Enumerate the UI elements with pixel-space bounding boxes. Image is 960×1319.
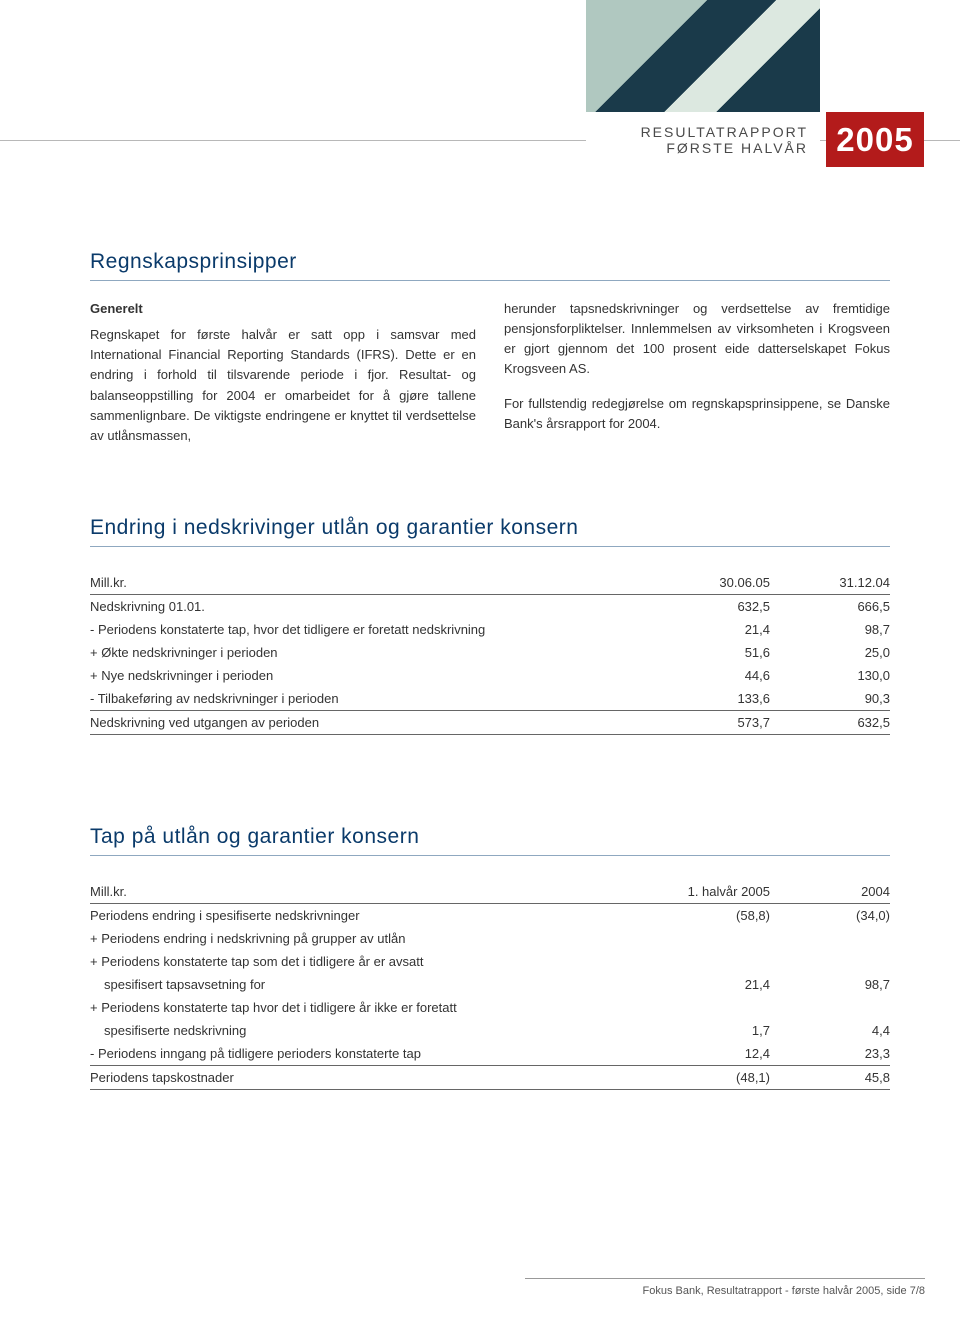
- table2-row-label: + Periodens konstaterte tap hvor det i t…: [90, 996, 650, 1019]
- table2-row-val2: (34,0): [770, 903, 890, 927]
- right-paragraph-2: For fullstendig redegjørelse om regnskap…: [504, 394, 890, 434]
- table1-total-val2: 632,5: [770, 710, 890, 734]
- table2-row-val2: [770, 927, 890, 950]
- table2-title: Tap på utlån og garantier konsern: [90, 825, 890, 856]
- page-footer: Fokus Bank, Resultatrapport - første hal…: [525, 1278, 925, 1297]
- table1-row-val1: 51,6: [650, 641, 770, 664]
- header-photo: [586, 0, 820, 112]
- table2-row-label: Periodens endring i spesifiserte nedskri…: [90, 903, 650, 927]
- table1-row-val2: 25,0: [770, 641, 890, 664]
- header-line1: RESULTATRAPPORT: [641, 124, 808, 140]
- table1-header-row: Mill.kr. 30.06.05 31.12.04: [90, 571, 890, 595]
- table2: Mill.kr. 1. halvår 2005 2004 Periodens e…: [90, 880, 890, 1090]
- table1-row-val2: 98,7: [770, 618, 890, 641]
- table2-h2: 2004: [770, 880, 890, 904]
- right-paragraph-1: herunder tapsnedskrivninger og verdsette…: [504, 299, 890, 380]
- table2-row: + Periodens konstaterte tap hvor det i t…: [90, 996, 890, 1019]
- table1-total-label: Nedskrivning ved utgangen av perioden: [90, 710, 650, 734]
- table2-row: spesifiserte nedskrivning1,74,4: [90, 1019, 890, 1042]
- table1-row-val2: 666,5: [770, 594, 890, 618]
- section-title: Regnskapsprinsipper: [90, 250, 890, 281]
- table1-total-val1: 573,7: [650, 710, 770, 734]
- table2-header-row: Mill.kr. 1. halvår 2005 2004: [90, 880, 890, 904]
- table1-row: + Økte nedskrivninger i perioden51,625,0: [90, 641, 890, 664]
- table2-row-val2: 4,4: [770, 1019, 890, 1042]
- table1-row-label: - Tilbakeføring av nedskrivninger i peri…: [90, 687, 650, 711]
- table1-row-val1: 632,5: [650, 594, 770, 618]
- table1-h2: 31.12.04: [770, 571, 890, 595]
- table2-row-val1: (58,8): [650, 903, 770, 927]
- table2-total-row: Periodens tapskostnader(48,1)45,8: [90, 1065, 890, 1089]
- table2-row-val1: 12,4: [650, 1042, 770, 1066]
- table2-row: - Periodens inngang på tidligere periode…: [90, 1042, 890, 1066]
- table2-row: Periodens endring i spesifiserte nedskri…: [90, 903, 890, 927]
- table2-row-label: spesifisert tapsavsetning for: [90, 973, 650, 996]
- table2-total-val2: 45,8: [770, 1065, 890, 1089]
- table1-h0: Mill.kr.: [90, 571, 650, 595]
- table1-row-val2: 90,3: [770, 687, 890, 711]
- section-tap-utlan: Tap på utlån og garantier konsern Mill.k…: [90, 825, 890, 1090]
- table1-total-row: Nedskrivning ved utgangen av perioden573…: [90, 710, 890, 734]
- table2-total-label: Periodens tapskostnader: [90, 1065, 650, 1089]
- table2-row-val2: [770, 950, 890, 973]
- table1-title: Endring i nedskrivinger utlån og garanti…: [90, 516, 890, 547]
- header-line2: FØRSTE HALVÅR: [666, 140, 808, 156]
- table2-row: + Periodens endring i nedskrivning på gr…: [90, 927, 890, 950]
- table1-row: - Periodens konstaterte tap, hvor det ti…: [90, 618, 890, 641]
- table2-row-label: spesifiserte nedskrivning: [90, 1019, 650, 1042]
- table2-h0: Mill.kr.: [90, 880, 650, 904]
- table2-row-label: + Periodens konstaterte tap som det i ti…: [90, 950, 650, 973]
- table1-row-label: + Økte nedskrivninger i perioden: [90, 641, 650, 664]
- right-column: herunder tapsnedskrivninger og verdsette…: [504, 299, 890, 446]
- table1: Mill.kr. 30.06.05 31.12.04 Nedskrivning …: [90, 571, 890, 735]
- table1-row: - Tilbakeføring av nedskrivninger i peri…: [90, 687, 890, 711]
- section-endring-nedskrivinger: Endring i nedskrivinger utlån og garanti…: [90, 516, 890, 735]
- left-column: Generelt Regnskapet for første halvår er…: [90, 299, 476, 446]
- table2-row-val1: [650, 927, 770, 950]
- table1-row-val1: 21,4: [650, 618, 770, 641]
- table1-row-val1: 44,6: [650, 664, 770, 687]
- table2-row-val1: 21,4: [650, 973, 770, 996]
- table2-row-label: + Periodens endring i nedskrivning på gr…: [90, 927, 650, 950]
- section-regnskapsprinsipper: Regnskapsprinsipper Generelt Regnskapet …: [90, 250, 890, 446]
- generelt-subhead: Generelt: [90, 299, 476, 319]
- table2-row-label: - Periodens inngang på tidligere periode…: [90, 1042, 650, 1066]
- left-paragraph: Regnskapet for første halvår er satt opp…: [90, 325, 476, 446]
- table1-row-val1: 133,6: [650, 687, 770, 711]
- table1-row: Nedskrivning 01.01.632,5666,5: [90, 594, 890, 618]
- table1-row-val2: 130,0: [770, 664, 890, 687]
- table1-h1: 30.06.05: [650, 571, 770, 595]
- table2-row-val2: 98,7: [770, 973, 890, 996]
- header-label: RESULTATRAPPORT FØRSTE HALVÅR: [586, 115, 820, 165]
- table2-row-val1: 1,7: [650, 1019, 770, 1042]
- table2-row-val2: 23,3: [770, 1042, 890, 1066]
- table2-row-val1: [650, 996, 770, 1019]
- table2-row-val2: [770, 996, 890, 1019]
- table1-row-label: - Periodens konstaterte tap, hvor det ti…: [90, 618, 650, 641]
- table2-row-val1: [650, 950, 770, 973]
- table2-h1: 1. halvår 2005: [650, 880, 770, 904]
- table2-total-val1: (48,1): [650, 1065, 770, 1089]
- year-badge: 2005: [826, 112, 924, 167]
- table1-row: + Nye nedskrivninger i perioden44,6130,0: [90, 664, 890, 687]
- table2-row: + Periodens konstaterte tap som det i ti…: [90, 950, 890, 973]
- table2-row: spesifisert tapsavsetning for21,498,7: [90, 973, 890, 996]
- table1-row-label: Nedskrivning 01.01.: [90, 594, 650, 618]
- table1-row-label: + Nye nedskrivninger i perioden: [90, 664, 650, 687]
